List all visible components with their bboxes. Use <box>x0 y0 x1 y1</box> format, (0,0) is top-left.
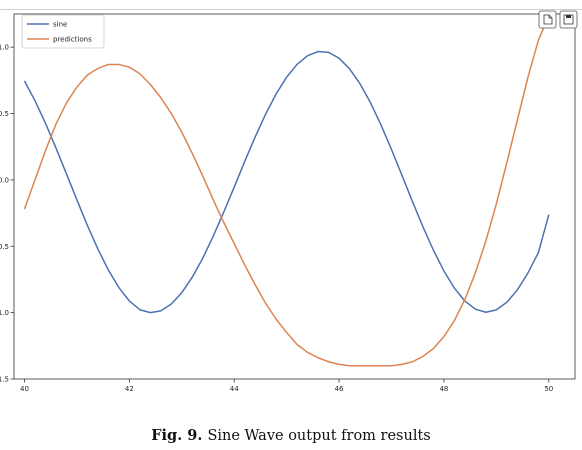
x-tick-label: 40 <box>20 385 29 393</box>
y-tick-label: -0.5 <box>0 243 9 251</box>
y-tick-label: 0.0 <box>0 176 9 184</box>
legend: sine predictions <box>21 14 105 49</box>
toolbar-page-button[interactable] <box>538 10 557 29</box>
axis-ticks: 40 42 44 46 48 50 -1.5 -1.0 -0.5 0.0 0.5 1.0 <box>0 44 553 393</box>
caption-text: Sine Wave output from results <box>207 428 430 444</box>
y-tick-label: 1.0 <box>0 44 9 52</box>
y-tick-label: -1.0 <box>0 309 9 317</box>
series-lines <box>23 15 550 367</box>
toolbar-save-button[interactable] <box>559 10 578 29</box>
page-icon <box>543 14 553 25</box>
y-tick-label: 0.5 <box>0 110 9 118</box>
x-tick-label: 46 <box>335 385 344 393</box>
x-tick-label: 44 <box>230 385 239 393</box>
legend-label-sine: sine <box>53 21 67 29</box>
series-line-sine <box>23 50 550 314</box>
series-line-predictions <box>23 15 550 367</box>
x-tick-label: 50 <box>544 385 553 393</box>
save-icon <box>563 14 574 25</box>
legend-label-predictions: predictions <box>53 36 92 44</box>
y-tick-label: -1.5 <box>0 376 9 384</box>
figure-caption: Fig. 9. Sine Wave output from results <box>151 427 431 444</box>
x-tick-label: 48 <box>439 385 448 393</box>
plot-frame <box>13 13 576 380</box>
x-tick-label: 42 <box>125 385 134 393</box>
caption-prefix: Fig. 9. <box>151 427 202 444</box>
